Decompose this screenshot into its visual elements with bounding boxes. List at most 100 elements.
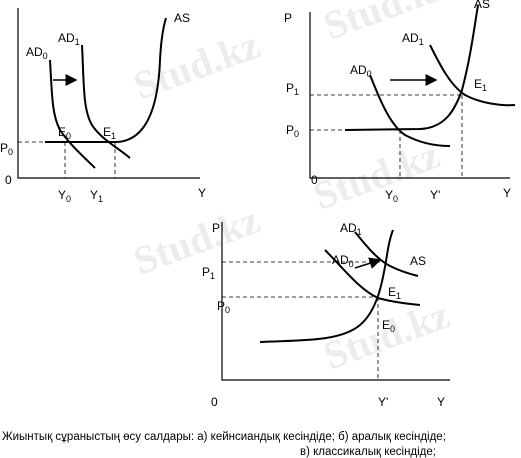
ad0-curve bbox=[49, 59, 96, 169]
curve-label: AD1 bbox=[402, 31, 424, 47]
label-subscript: 0 bbox=[349, 259, 354, 269]
label-subscript: 1 bbox=[210, 271, 215, 281]
curve-label: P1 bbox=[286, 81, 299, 97]
label-text: AD bbox=[340, 221, 357, 235]
label-text: Y bbox=[90, 188, 98, 202]
guide-lines bbox=[18, 141, 120, 178]
curve-label: Y' bbox=[430, 188, 440, 202]
panel-classical bbox=[221, 222, 450, 381]
label-text: AD bbox=[58, 31, 75, 45]
label-text: P bbox=[0, 141, 8, 155]
watermark: Stud.kz bbox=[128, 22, 266, 109]
label-text: E bbox=[58, 125, 66, 139]
curve-label: Y1 bbox=[90, 188, 103, 204]
curve-label: AD0 bbox=[332, 253, 354, 269]
curve-label: E0 bbox=[58, 125, 71, 141]
curve-label: P1 bbox=[202, 265, 215, 281]
curve-label: 0 bbox=[311, 173, 318, 187]
curve-label: Y bbox=[198, 186, 206, 200]
axes bbox=[221, 222, 450, 381]
ad0-curve bbox=[369, 74, 451, 147]
label-text: Y bbox=[385, 188, 393, 202]
curve-label: Y0 bbox=[58, 188, 71, 204]
label-text: Y bbox=[58, 188, 66, 202]
label-text: P bbox=[212, 221, 220, 235]
curve-label: E1 bbox=[103, 125, 116, 141]
label-text: 0 bbox=[5, 173, 12, 187]
label-subscript: 0 bbox=[393, 194, 398, 204]
label-text: AD bbox=[26, 45, 43, 59]
label-subscript: 0 bbox=[66, 194, 71, 204]
label-text: 0 bbox=[311, 173, 318, 187]
curve-label: 0 bbox=[211, 395, 218, 409]
curve-label: P0 bbox=[0, 141, 13, 157]
panel-keynesian bbox=[17, 8, 200, 179]
label-text: P bbox=[286, 81, 294, 95]
curve-label: Y bbox=[437, 395, 445, 409]
curve-label: P0 bbox=[217, 299, 230, 315]
label-text: E bbox=[382, 318, 390, 332]
label-subscript: 1 bbox=[357, 227, 362, 237]
ad1-curve bbox=[81, 44, 131, 159]
curve-label: Y bbox=[503, 186, 511, 200]
curve-label: E0 bbox=[382, 318, 395, 334]
label-subscript: 0 bbox=[294, 129, 299, 139]
as-curve bbox=[344, 4, 479, 131]
label-text: E bbox=[388, 285, 396, 299]
label-subscript: 1 bbox=[482, 83, 487, 93]
ad1-curve bbox=[429, 44, 516, 107]
label-subscript: 0 bbox=[225, 305, 230, 315]
curve-label: AS bbox=[474, 0, 490, 11]
axes bbox=[309, 12, 510, 179]
curve-label: AD0 bbox=[26, 45, 48, 61]
label-subscript: 0 bbox=[43, 51, 48, 61]
label-text: P bbox=[217, 299, 225, 313]
ad1-curve bbox=[354, 231, 419, 277]
label-text: AD bbox=[402, 31, 419, 45]
shift-arrow bbox=[354, 257, 382, 269]
label-text: P bbox=[202, 265, 210, 279]
curve-label: AS bbox=[410, 254, 426, 268]
label-subscript: 1 bbox=[396, 291, 401, 301]
caption-line: Жиынтық сұраныстың өсу салдары: а) кейнс… bbox=[2, 431, 446, 443]
label-text: AS bbox=[410, 254, 426, 268]
curve-label: P bbox=[284, 11, 292, 25]
watermark: Stud.kz bbox=[128, 197, 266, 284]
label-text: P bbox=[284, 11, 292, 25]
watermark: Stud.kz bbox=[318, 0, 456, 48]
as-curve bbox=[259, 229, 394, 343]
label-text: E bbox=[103, 125, 111, 139]
label-subscript: 1 bbox=[111, 131, 116, 141]
as-curve bbox=[45, 17, 167, 143]
curve-label: AD0 bbox=[350, 63, 372, 79]
label-text: Y bbox=[198, 186, 206, 200]
caption-line: в) классикалық кесіндіде; bbox=[300, 446, 436, 458]
label-subscript: 1 bbox=[98, 194, 103, 204]
label-text: Y' bbox=[378, 395, 388, 409]
label-text: Y bbox=[503, 186, 511, 200]
guide-lines bbox=[222, 261, 383, 380]
curve-label: AD1 bbox=[58, 31, 80, 47]
label-subscript: 1 bbox=[419, 37, 424, 47]
label-subscript: 0 bbox=[367, 69, 372, 79]
ad0-curve bbox=[324, 249, 421, 306]
curve-label: Y' bbox=[378, 395, 388, 409]
label-text: AS bbox=[474, 0, 490, 11]
label-subscript: 0 bbox=[8, 147, 13, 157]
curve-label: 0 bbox=[5, 173, 12, 187]
label-subscript: 1 bbox=[294, 87, 299, 97]
label-subscript: 1 bbox=[75, 37, 80, 47]
curve-label: P0 bbox=[286, 123, 299, 139]
curve-label: Y0 bbox=[385, 188, 398, 204]
curve-label: AS bbox=[174, 11, 190, 25]
curve-label: E1 bbox=[474, 77, 487, 93]
curve-label: E1 bbox=[388, 285, 401, 301]
label-text: AS bbox=[174, 11, 190, 25]
curve-label: P bbox=[212, 221, 220, 235]
panel-intermediate bbox=[309, 4, 516, 179]
label-subscript: 0 bbox=[390, 324, 395, 334]
axes bbox=[17, 8, 200, 179]
curve-label: AD1 bbox=[340, 221, 362, 237]
watermark: Stud.kz bbox=[308, 132, 446, 219]
